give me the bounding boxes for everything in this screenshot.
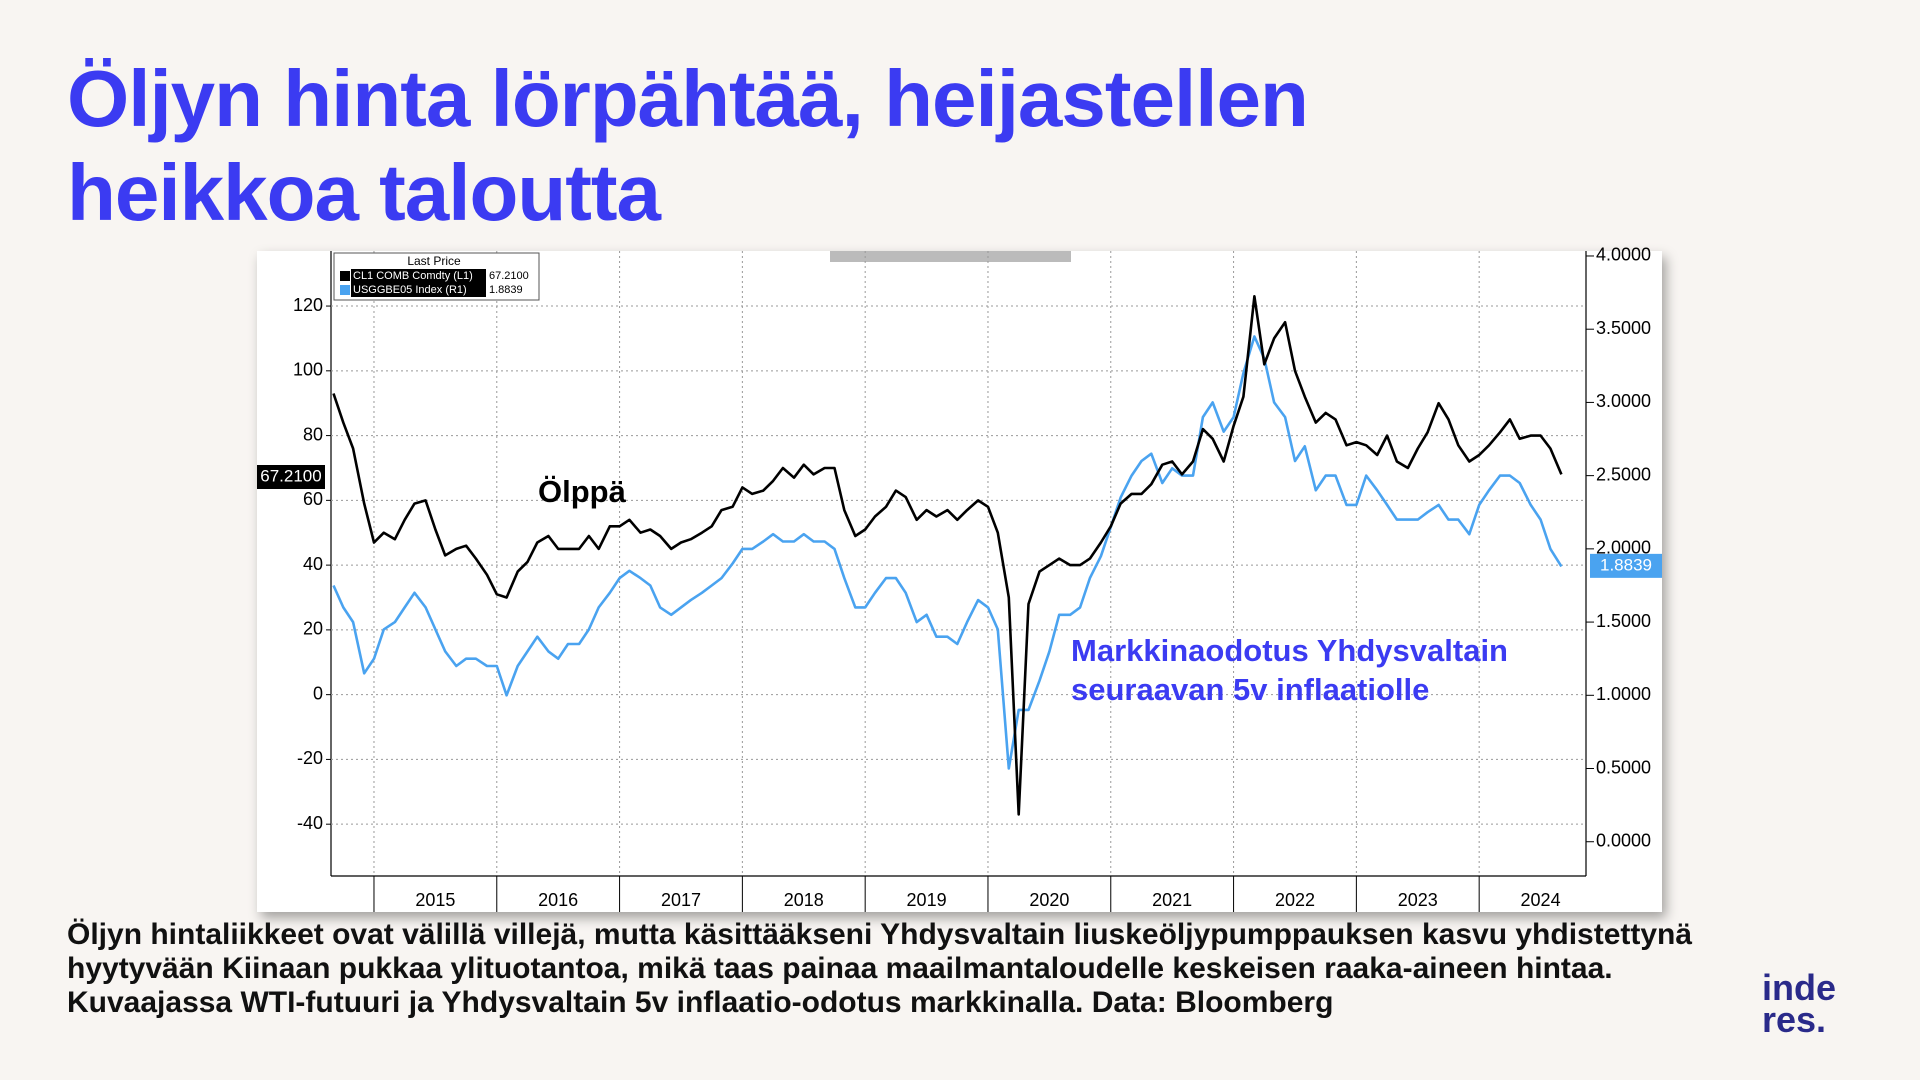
slide-title: Öljyn hinta lörpähtää, heijastellen heik… — [67, 54, 1309, 237]
y-tick-label: 0 — [313, 683, 323, 703]
y2-tick-label: 3.5000 — [1596, 318, 1651, 338]
legend-swatch — [340, 285, 350, 295]
x-tick-label: 2016 — [538, 890, 578, 910]
series-line — [332, 295, 1563, 816]
y2-tick-label: 0.5000 — [1596, 757, 1651, 777]
y-tick-label: -40 — [297, 813, 323, 833]
legend-value: 1.8839 — [489, 284, 523, 296]
logo-line: res. — [1762, 999, 1827, 1040]
plot: -40 -20 0 20 40 60 80 100 120 0.0000 0.5000 1.0000 1… — [257, 245, 1662, 912]
x-tick-label: 2020 — [1029, 890, 1069, 910]
last-value-badge — [1590, 553, 1662, 578]
last-value-badge — [257, 465, 325, 490]
y-tick-label: -20 — [297, 748, 323, 768]
x-tick-label: 2019 — [907, 890, 947, 910]
legend-value: 67.2100 — [489, 270, 529, 282]
y-tick-label: 80 — [303, 424, 323, 444]
last-value-label: 67.2100 — [260, 466, 321, 485]
legend-bg — [351, 283, 486, 297]
logo: inde res. — [1762, 967, 1837, 1040]
y2-tick-label: 1.0000 — [1596, 684, 1651, 704]
legend-bg — [351, 269, 486, 283]
caption: Öljyn hintaliikkeet ovat välillä villejä… — [67, 918, 1693, 1019]
y-tick-label: 20 — [303, 619, 323, 639]
logo-line: inde — [1762, 967, 1837, 1008]
y2-tick-label: 3.0000 — [1596, 391, 1651, 411]
legend-label: USGGBE05 Index (R1) — [353, 284, 467, 296]
y2-tick-label: 1.5000 — [1596, 611, 1651, 631]
x-tick-label: 2023 — [1398, 890, 1438, 910]
y2-tick-label: 4.0000 — [1596, 245, 1651, 265]
y-tick-label: 40 — [303, 554, 323, 574]
y2-tick-label: 0.0000 — [1596, 830, 1651, 850]
y2-tick-label: 2.5000 — [1596, 464, 1651, 484]
x-tick-label: 2024 — [1521, 890, 1561, 910]
y2-tick-label: 2.0000 — [1596, 538, 1651, 558]
x-tick-label: 2022 — [1275, 890, 1315, 910]
y-tick-label: 120 — [293, 295, 323, 315]
last-value-label: 1.8839 — [1600, 555, 1652, 574]
annotation: Markkinaodotus Yhdysvaltain — [1071, 633, 1508, 668]
annotation: seuraavan 5v inflaatiolle — [1071, 672, 1429, 707]
y-tick-label: 100 — [293, 360, 323, 380]
annotation: Ölppä — [538, 474, 627, 509]
x-tick-label: 2021 — [1152, 890, 1192, 910]
legend-label: CL1 COMB Comdty (L1) — [353, 270, 473, 282]
toolbar — [830, 251, 1071, 262]
legend-swatch — [340, 271, 350, 281]
x-tick-label: 2018 — [784, 890, 824, 910]
legend-title: Last Price — [407, 254, 461, 268]
chart-frame — [257, 251, 1662, 912]
y-tick-label: 60 — [303, 489, 323, 509]
series-line — [332, 335, 1563, 770]
x-tick-label: 2015 — [415, 890, 455, 910]
x-tick-label: 2017 — [661, 890, 701, 910]
